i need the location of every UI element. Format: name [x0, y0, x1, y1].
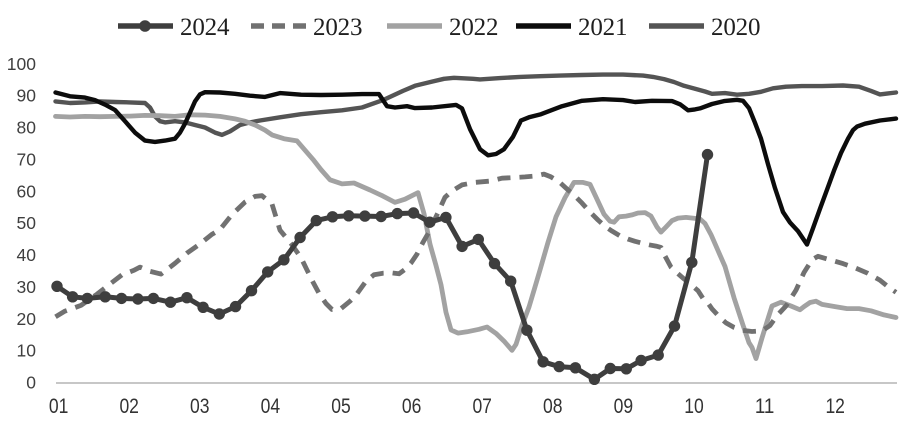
- svg-text:50: 50: [17, 213, 37, 233]
- svg-text:70: 70: [17, 149, 37, 169]
- svg-text:10: 10: [17, 341, 37, 361]
- svg-text:04: 04: [261, 394, 281, 418]
- svg-text:2024: 2024: [180, 14, 230, 41]
- svg-text:09: 09: [614, 394, 634, 418]
- svg-text:03: 03: [190, 394, 210, 418]
- svg-text:2021: 2021: [578, 14, 628, 41]
- svg-text:07: 07: [472, 394, 492, 418]
- svg-text:80: 80: [17, 118, 37, 138]
- svg-text:2023: 2023: [313, 14, 363, 41]
- svg-text:2022: 2022: [449, 14, 499, 41]
- svg-text:10: 10: [684, 394, 704, 418]
- svg-text:2020: 2020: [711, 14, 761, 41]
- svg-text:60: 60: [17, 181, 37, 201]
- svg-text:02: 02: [119, 394, 139, 418]
- svg-text:12: 12: [825, 394, 845, 418]
- svg-text:20: 20: [17, 309, 37, 329]
- svg-text:30: 30: [17, 277, 37, 297]
- svg-text:01: 01: [49, 394, 69, 418]
- svg-text:08: 08: [543, 394, 563, 418]
- svg-text:05: 05: [331, 394, 351, 418]
- svg-text:90: 90: [17, 86, 37, 106]
- svg-text:06: 06: [402, 394, 422, 418]
- svg-text:0: 0: [26, 373, 36, 393]
- svg-text:100: 100: [7, 54, 36, 74]
- svg-text:40: 40: [17, 245, 37, 265]
- svg-text:11: 11: [755, 394, 775, 418]
